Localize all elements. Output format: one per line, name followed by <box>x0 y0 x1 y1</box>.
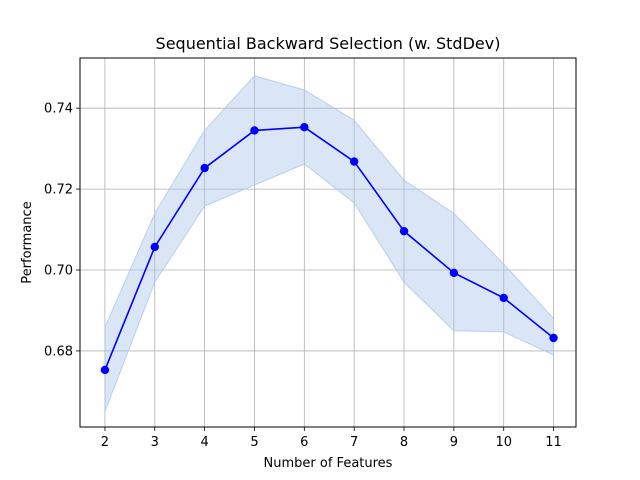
data-point <box>549 333 558 343</box>
series-line <box>104 126 555 371</box>
data-point <box>449 268 459 278</box>
y-axis-title: Performance <box>20 201 35 283</box>
std-band-layer <box>104 75 555 412</box>
x-tick-label: 7 <box>350 435 358 450</box>
y-tick-label: 0.70 <box>44 264 73 279</box>
y-ticks: 0.68 0.70 0.72 0.74 <box>44 102 80 359</box>
x-tick-label: 8 <box>400 435 408 450</box>
data-points <box>100 122 558 375</box>
x-tick-label: 6 <box>300 435 308 450</box>
data-point <box>399 226 409 236</box>
data-point <box>150 242 159 252</box>
y-tick-label: 0.68 <box>44 344 73 359</box>
series-line-layer <box>104 126 555 371</box>
y-tick-label: 0.72 <box>44 183 73 198</box>
y-tick-label: 0.74 <box>44 102 73 117</box>
data-point <box>499 293 508 303</box>
data-point <box>100 365 110 375</box>
data-point <box>300 122 309 132</box>
x-tick-label: 9 <box>450 435 458 450</box>
data-point <box>250 126 259 135</box>
data-point <box>200 163 209 173</box>
x-tick-label: 5 <box>250 435 258 450</box>
plot-frame <box>79 57 577 428</box>
x-tick-label: 10 <box>495 435 512 450</box>
x-ticks: 2 3 4 5 6 7 8 9 10 11 <box>101 427 562 450</box>
x-tick-label: 2 <box>101 435 109 450</box>
std-dev-band <box>104 75 555 412</box>
x-tick-label: 3 <box>151 435 159 450</box>
x-tick-label: 11 <box>545 435 562 450</box>
data-point <box>349 157 359 166</box>
x-axis-title: Number of Features <box>264 456 393 471</box>
chart-title: Sequential Backward Selection (w. StdDev… <box>156 34 501 53</box>
x-tick-label: 4 <box>200 435 208 450</box>
